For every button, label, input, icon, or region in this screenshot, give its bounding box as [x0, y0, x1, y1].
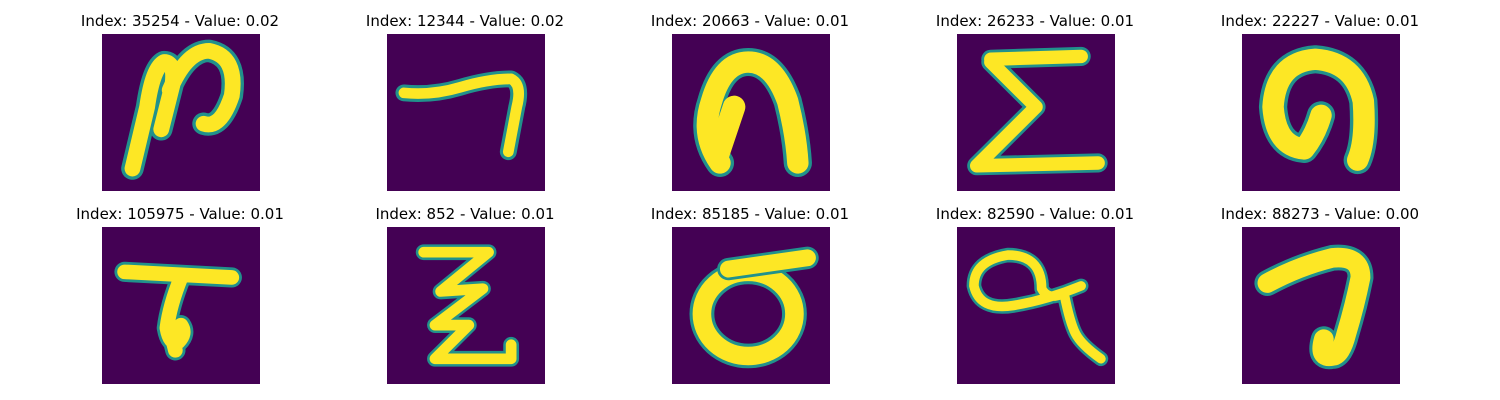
panel-title: Index: 12344 - Value: 0.02	[365, 12, 565, 30]
panel-title: Index: 85185 - Value: 0.01	[650, 205, 850, 223]
glyph-image	[387, 227, 545, 384]
panel-title: Index: 26233 - Value: 0.01	[935, 12, 1135, 30]
glyph-image	[102, 227, 260, 384]
panel-title: Index: 82590 - Value: 0.01	[935, 205, 1135, 223]
panel-title: Index: 22227 - Value: 0.01	[1220, 12, 1420, 30]
glyph-image	[1242, 34, 1400, 191]
glyph-image	[957, 34, 1115, 191]
panel-title: Index: 88273 - Value: 0.00	[1220, 205, 1420, 223]
glyph-image	[387, 34, 545, 191]
panel-title: Index: 105975 - Value: 0.01	[76, 205, 284, 223]
glyph-image	[672, 227, 830, 384]
panel-title: Index: 35254 - Value: 0.02	[80, 12, 280, 30]
panel-title: Index: 852 - Value: 0.01	[375, 205, 555, 223]
panel-title: Index: 20663 - Value: 0.01	[650, 12, 850, 30]
glyph-image	[957, 227, 1115, 384]
glyph-image	[102, 34, 260, 191]
glyph-image	[672, 34, 830, 191]
glyph-image	[1242, 227, 1400, 384]
